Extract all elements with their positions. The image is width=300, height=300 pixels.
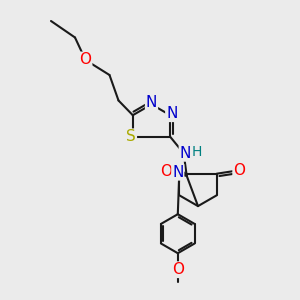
Text: N: N bbox=[146, 95, 157, 110]
Text: S: S bbox=[126, 129, 136, 144]
Text: O: O bbox=[233, 163, 245, 178]
Text: O: O bbox=[160, 164, 172, 179]
Text: N: N bbox=[166, 106, 177, 121]
Text: N: N bbox=[172, 165, 184, 180]
Text: O: O bbox=[172, 262, 184, 277]
Text: H: H bbox=[192, 145, 202, 159]
Text: O: O bbox=[80, 52, 92, 68]
Text: N: N bbox=[179, 146, 191, 161]
